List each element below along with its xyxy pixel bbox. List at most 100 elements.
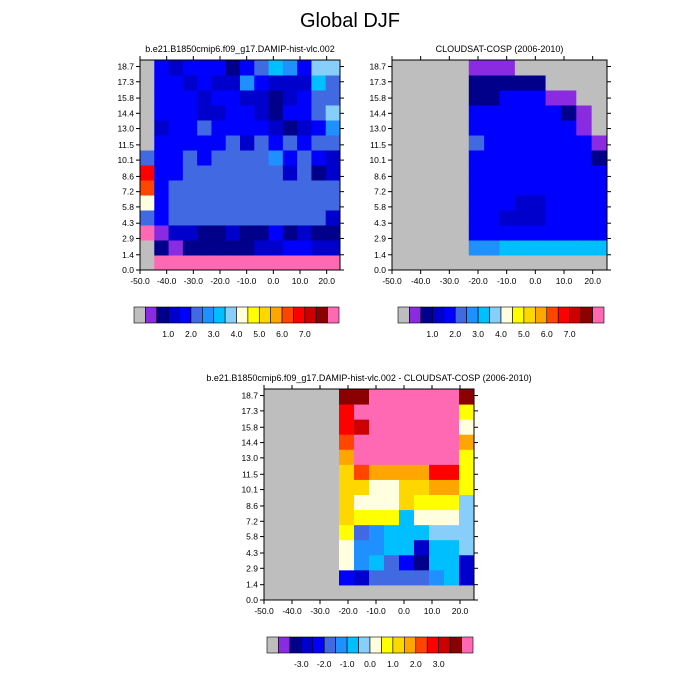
heatmap-cell — [282, 105, 298, 121]
heatmap-cell — [392, 240, 408, 256]
heatmap-cell — [468, 150, 485, 166]
x-tick-label: -50.0 — [382, 276, 402, 286]
heatmap-cell — [240, 90, 255, 106]
heatmap-cell — [459, 389, 475, 405]
heatmap-cell — [459, 419, 475, 435]
colorbar-label: 0.0 — [364, 659, 376, 669]
heatmap-cell — [339, 404, 355, 420]
heatmap-cell — [254, 180, 270, 196]
heatmap-cell — [240, 75, 255, 91]
heatmap-cell — [407, 210, 424, 226]
colorbar-swatch — [236, 306, 249, 324]
heatmap-cell — [240, 105, 255, 121]
heatmap-cell — [407, 120, 424, 136]
heatmap-cell — [154, 135, 170, 151]
heatmap-cell — [182, 225, 198, 241]
heatmap-cell — [264, 434, 280, 450]
heatmap-cell — [282, 240, 298, 256]
heatmap-cell — [429, 539, 445, 556]
heatmap-cell — [407, 60, 424, 76]
heatmap-cell — [399, 449, 415, 465]
heatmap-cell — [264, 449, 280, 465]
colorbar-swatch — [270, 306, 283, 324]
heatmap-cell — [197, 60, 212, 76]
heatmap-cell — [444, 464, 460, 480]
heatmap-cell — [309, 569, 325, 586]
heatmap-cell — [369, 539, 385, 556]
y-tick-label: 8.6 — [246, 501, 258, 511]
colorbar-swatch — [335, 636, 348, 654]
heatmap-cell — [168, 90, 184, 106]
y-tick-label: 11.5 — [242, 469, 258, 479]
heatmap-cell — [399, 584, 415, 601]
heatmap-cell — [499, 90, 516, 106]
heatmap-cell — [407, 195, 424, 211]
heatmap-cell — [354, 434, 370, 450]
heatmap-cell — [182, 120, 198, 136]
heatmap-cell — [530, 135, 547, 151]
heatmap-cell — [453, 60, 470, 76]
heatmap-cell — [140, 240, 155, 256]
heatmap-cell — [339, 464, 355, 480]
heatmap-cell — [282, 120, 298, 136]
heatmap-cell — [444, 434, 460, 450]
heatmap-cell — [211, 120, 227, 136]
heatmap-cell — [422, 135, 439, 151]
heatmap-cell — [459, 494, 475, 511]
heatmap-cell — [225, 150, 241, 166]
plot-frame — [139, 59, 341, 271]
heatmap-cell — [268, 180, 284, 196]
heatmap-cell — [429, 419, 445, 435]
heatmap-cell — [211, 135, 227, 151]
heatmap-cell — [168, 195, 184, 211]
heatmap-cell — [369, 434, 385, 450]
heatmap-cell — [392, 195, 408, 211]
heatmap-cell — [197, 210, 212, 226]
heatmap-cell — [468, 75, 485, 91]
x-tick-label: 10.0 — [292, 276, 309, 286]
heatmap-cell — [499, 150, 516, 166]
heatmap-cell — [414, 494, 430, 511]
heatmap-cell — [168, 240, 184, 256]
heatmap-cell — [297, 165, 312, 181]
y-tick-label: 17.3 — [241, 406, 258, 416]
heatmap-cell — [392, 90, 408, 106]
heatmap-cell — [140, 165, 155, 181]
heatmap-cell — [414, 539, 430, 556]
heatmap-cell — [225, 120, 241, 136]
heatmap-cell — [514, 240, 531, 256]
heatmap-cell — [422, 255, 439, 271]
heatmap-cell — [264, 539, 280, 556]
colorbar-swatch — [323, 636, 336, 654]
heatmap-cell — [182, 240, 198, 256]
colorbar-label: 6.0 — [541, 329, 553, 339]
heatmap-cell — [240, 150, 255, 166]
heatmap-cell — [279, 389, 295, 405]
heatmap-cell — [484, 60, 500, 76]
heatmap-cell — [297, 195, 312, 211]
panel-2: CLOUDSAT-COSP (2006-2010) -50.0 -40.0 -30.0… — [369, 44, 611, 339]
heatmap-cell — [254, 90, 270, 106]
heatmap-cell — [384, 404, 400, 420]
heatmap-cell — [297, 60, 312, 76]
heatmap-cell — [422, 60, 439, 76]
colorbar-swatch — [454, 306, 467, 324]
heatmap-cell — [154, 255, 170, 271]
heatmap-cell — [324, 509, 340, 526]
x-tick-label: -10.0 — [237, 276, 257, 286]
heatmap-cell — [294, 509, 310, 526]
heatmap-cell — [399, 524, 415, 541]
y-tick-label: 14.4 — [241, 438, 258, 448]
heatmap-cell — [339, 389, 355, 405]
heatmap-cell — [282, 180, 298, 196]
heatmap-cell — [268, 195, 284, 211]
heatmap-cell — [453, 180, 470, 196]
x-tick-label: -50.0 — [130, 276, 150, 286]
plot-frame — [391, 59, 608, 271]
colorbar-swatch — [432, 306, 445, 324]
heatmap-cell — [444, 449, 460, 465]
heatmap-cell — [254, 150, 270, 166]
heatmap-cell — [225, 105, 241, 121]
heatmap-cell — [499, 240, 516, 256]
